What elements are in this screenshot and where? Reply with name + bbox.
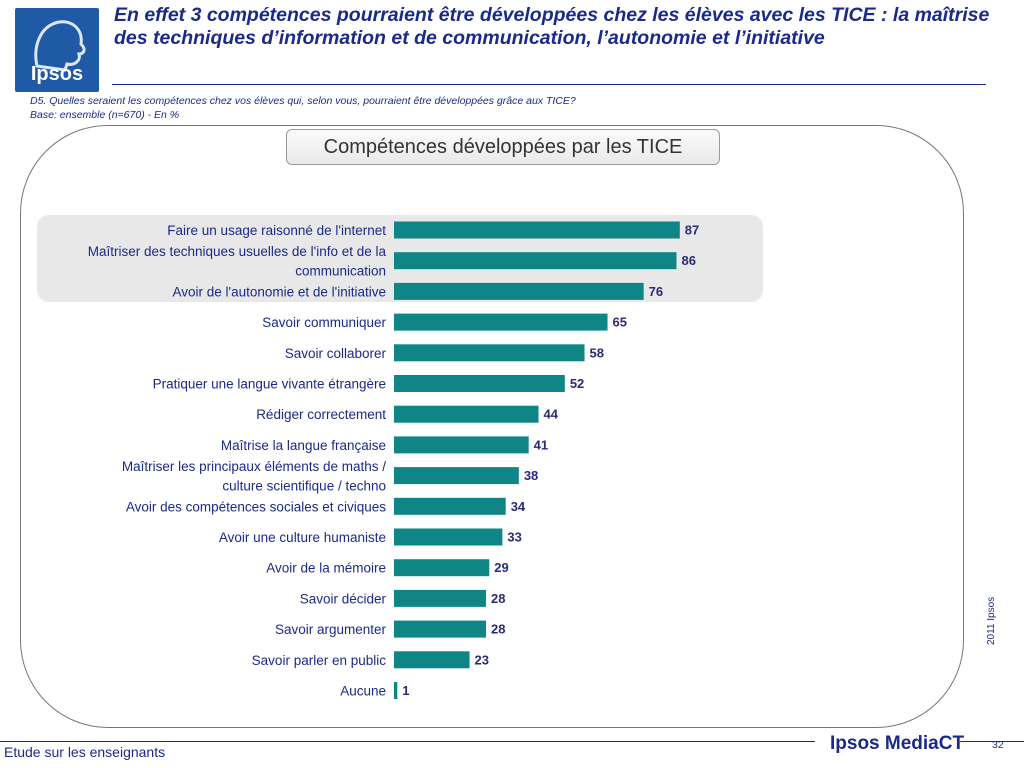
data-label: 29 xyxy=(494,560,508,575)
data-label: 44 xyxy=(544,407,559,422)
category-label: Savoir décider xyxy=(300,591,387,606)
category-label: Savoir collaborer xyxy=(285,346,387,361)
category-label: communication xyxy=(295,263,386,278)
category-label: Savoir argumenter xyxy=(275,622,387,637)
bar xyxy=(394,559,490,577)
title-divider xyxy=(112,84,986,85)
category-label: Avoir de la mémoire xyxy=(266,561,386,576)
category-label: Pratiquer une langue vivante étrangère xyxy=(153,377,386,392)
category-label: Avoir des compétences sociales et civiqu… xyxy=(126,499,386,514)
footer-brand-logo: Ipsos MediaCT xyxy=(830,733,965,754)
data-label: 28 xyxy=(491,591,505,606)
head-profile-icon xyxy=(34,20,86,72)
data-label: 52 xyxy=(570,376,584,391)
data-label: 38 xyxy=(524,468,538,483)
data-label: 87 xyxy=(685,223,699,238)
data-label: 41 xyxy=(534,437,548,452)
question-block: D5. Quelles seraient les compétences che… xyxy=(30,94,576,122)
category-label: Faire un usage raisonné de l'internet xyxy=(167,223,386,238)
category-label: Maîtriser les principaux éléments de mat… xyxy=(122,459,386,474)
logo-text: Ipsos xyxy=(30,63,84,85)
bar xyxy=(394,528,503,546)
data-label: 1 xyxy=(402,683,409,698)
bar xyxy=(394,682,398,699)
category-label: culture scientifique / techno xyxy=(222,478,386,493)
data-label: 34 xyxy=(511,499,526,514)
category-label: Avoir une culture humaniste xyxy=(219,530,386,545)
data-label: 33 xyxy=(507,530,521,545)
bar xyxy=(394,375,565,392)
data-label: 58 xyxy=(590,345,604,360)
ipsos-logo: Ipsos xyxy=(15,8,99,92)
bar xyxy=(394,497,506,515)
category-label: Aucune xyxy=(340,684,386,699)
bar xyxy=(394,467,519,485)
bar xyxy=(394,252,677,270)
data-label: 86 xyxy=(682,253,696,268)
data-label: 65 xyxy=(613,315,627,330)
survey-base: Base: ensemble (n=670) - En % xyxy=(30,109,180,121)
bar xyxy=(394,282,644,300)
category-label: Maîtrise la langue française xyxy=(221,438,386,453)
copyright-note: 2011 Ipsos xyxy=(986,596,997,645)
chart-frame xyxy=(20,125,964,728)
bar xyxy=(394,221,680,239)
chart-title: Compétences développées par les TICE xyxy=(286,129,720,165)
page-number: 32 xyxy=(992,739,1004,751)
bar xyxy=(394,344,585,362)
bar xyxy=(394,436,529,454)
bar xyxy=(394,313,608,331)
bar xyxy=(394,589,486,607)
category-label: Rédiger correctement xyxy=(256,407,386,422)
page-title: En effet 3 compétences pourraient être d… xyxy=(114,4,990,49)
category-label: Savoir communiquer xyxy=(262,315,386,330)
category-label: Avoir de l'autonomie et de l'initiative xyxy=(172,284,386,299)
data-label: 28 xyxy=(491,622,505,637)
footer-divider-left xyxy=(0,741,815,742)
category-label: Maîtriser des techniques usuelles de l'i… xyxy=(88,244,387,259)
footer-divider-right xyxy=(960,741,1024,742)
data-label: 76 xyxy=(649,284,663,299)
bar xyxy=(394,651,470,669)
survey-question: D5. Quelles seraient les compétences che… xyxy=(30,95,576,107)
bar xyxy=(394,405,539,423)
footer-study-name: Etude sur les enseignants xyxy=(4,744,166,760)
category-label: Savoir parler en public xyxy=(252,653,387,668)
bar xyxy=(394,620,486,638)
data-label: 23 xyxy=(475,652,489,667)
